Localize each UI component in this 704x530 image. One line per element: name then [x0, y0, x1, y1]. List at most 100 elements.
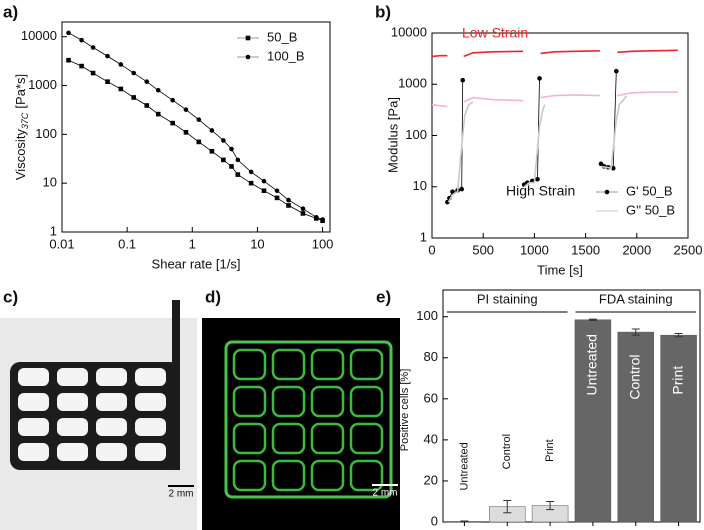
marker	[170, 120, 175, 126]
y-tick-label: 20	[424, 472, 438, 487]
marker	[131, 95, 136, 100]
x-tick-label: 0.1	[118, 236, 136, 251]
marker	[105, 79, 110, 84]
marker	[248, 180, 254, 186]
hole	[135, 418, 166, 436]
y-axis-label: Positive cells [%]	[399, 369, 411, 452]
marker	[614, 68, 619, 74]
marker	[300, 206, 306, 212]
hole	[96, 418, 127, 436]
hole	[18, 443, 49, 461]
marker	[261, 178, 267, 184]
scale-label: 2 mm	[373, 488, 398, 499]
annotation: High Strain	[506, 183, 575, 199]
annotation: Low Strain	[462, 25, 528, 41]
scaffold-holes	[232, 348, 384, 492]
hole	[349, 422, 384, 455]
marker	[459, 186, 464, 192]
y-tick-label: 1000	[28, 77, 57, 92]
y-tick-label: 10000	[21, 28, 57, 43]
x-tick-label: 0	[428, 242, 435, 257]
x-tick-label: 1	[189, 236, 196, 251]
category-label: Print	[669, 366, 685, 395]
y-tick-label: 100	[416, 308, 438, 323]
marker	[460, 77, 466, 83]
marker	[155, 87, 161, 93]
hole	[96, 393, 127, 411]
marker	[245, 35, 251, 41]
marker	[79, 37, 84, 43]
panel-label: a)	[3, 2, 18, 21]
x-tick-label: 100	[312, 236, 334, 251]
legend-label: G' 50_B	[626, 183, 673, 198]
y-axis-label-part: [Pa*s]	[13, 74, 28, 109]
marker	[90, 45, 96, 50]
y-tick-label: 60	[424, 390, 438, 405]
hole	[57, 443, 88, 461]
y-axis-label: Modulus [Pa]	[385, 97, 400, 173]
x-tick-label: 1000	[520, 242, 549, 257]
category-label: Print	[544, 439, 556, 462]
hole	[271, 385, 306, 418]
marker	[90, 70, 96, 76]
marker	[196, 139, 202, 145]
marker	[221, 157, 226, 163]
marker	[300, 211, 306, 216]
marker	[131, 70, 136, 76]
hole	[232, 348, 267, 381]
marker	[286, 197, 291, 203]
y-tick-label: 80	[424, 349, 438, 364]
panel-label: b)	[375, 2, 391, 21]
hole	[349, 348, 384, 381]
x-tick-label: 500	[472, 242, 494, 257]
marker	[170, 97, 175, 103]
y-tick-label: 0	[431, 513, 438, 528]
marker	[79, 63, 84, 69]
hole	[271, 459, 306, 492]
x-tick-label: 10	[250, 236, 264, 251]
y-tick-label: 40	[424, 431, 438, 446]
x-tick-label: 2500	[674, 242, 703, 257]
y-tick-label: 1	[50, 223, 57, 238]
data-line	[431, 91, 678, 108]
marker	[105, 53, 110, 59]
hole	[57, 418, 88, 436]
marker	[274, 188, 280, 194]
scaffold	[224, 340, 393, 499]
x-axis-label: Time [s]	[537, 262, 583, 277]
hole	[57, 393, 88, 411]
category-label: Untreated	[584, 334, 600, 395]
y-tick-label: 10000	[391, 24, 427, 39]
error-bar	[503, 499, 512, 514]
marker	[450, 189, 455, 195]
panel-label: c)	[3, 287, 18, 306]
marker	[209, 128, 215, 133]
x-axis-label: Shear rate [1/s]	[152, 256, 241, 271]
plot-frame	[442, 289, 701, 523]
y-axis-label-part: Viscosity	[13, 129, 28, 181]
hole	[310, 422, 345, 455]
scale-label: 2 mm	[169, 489, 194, 500]
error-bar	[546, 500, 555, 511]
hole	[271, 422, 306, 455]
scaffold-holes	[18, 368, 166, 461]
y-axis-label: Viscosity37C [Pa*s]	[13, 74, 30, 180]
y-tick-label: 100	[35, 126, 57, 141]
marker	[229, 164, 234, 169]
marker	[144, 103, 150, 108]
marker	[183, 130, 189, 135]
legend-label: 50_B	[267, 29, 297, 44]
plot-frame	[61, 21, 331, 233]
group-label: FDA staining	[599, 291, 673, 306]
y-tick-label: 1000	[398, 76, 427, 91]
marker	[118, 62, 124, 67]
marker	[320, 217, 325, 222]
hole	[18, 418, 49, 436]
bar	[574, 319, 612, 523]
data-line	[68, 32, 323, 220]
marker	[155, 111, 161, 117]
data-line	[431, 49, 678, 58]
data-line	[447, 95, 628, 203]
data-line	[68, 59, 323, 222]
